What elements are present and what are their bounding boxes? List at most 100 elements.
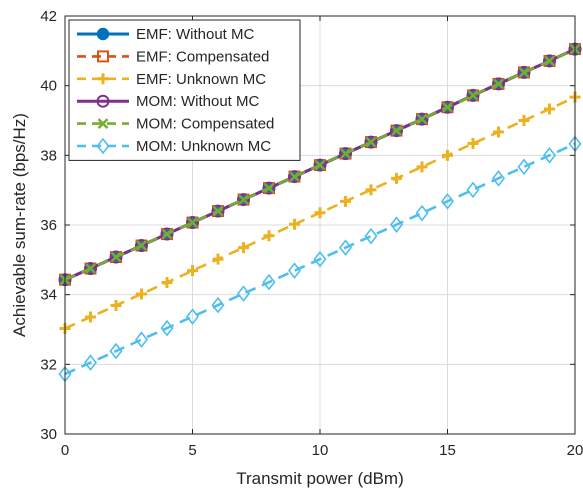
y-tick-label: 40: [40, 78, 57, 95]
data-point: [441, 100, 454, 114]
x-tick-label: 20: [567, 442, 583, 459]
data-point: [542, 147, 557, 164]
y-tick-label: 34: [40, 287, 57, 304]
data-point: [314, 207, 326, 219]
data-point: [84, 262, 97, 276]
y-tick-label: 36: [40, 217, 57, 234]
data-point: [287, 262, 302, 279]
data-point: [493, 126, 504, 138]
data-point: [289, 171, 300, 182]
data-point: [517, 158, 531, 176]
data-point: [518, 115, 530, 126]
legend-label: MOM: Compensated: [136, 116, 274, 133]
data-point: [211, 296, 225, 314]
data-point: [212, 205, 224, 217]
data-point: [442, 149, 453, 161]
data-point: [518, 67, 530, 78]
data-point: [161, 276, 173, 288]
legend-item[interactable]: MOM: Unknown MC: [77, 137, 271, 155]
data-point: [340, 195, 351, 207]
legend[interactable]: EMF: Without MC EMF: Compensated EMF: Unkn…: [68, 19, 301, 161]
data-point: [517, 65, 531, 79]
data-point: [391, 125, 402, 136]
data-point: [110, 251, 122, 263]
data-point: [467, 90, 479, 101]
legend-item[interactable]: EMF: Without MC: [77, 26, 255, 43]
data-point: [109, 342, 123, 360]
data-point: [134, 331, 149, 348]
data-point: [85, 263, 96, 274]
x-tick-label: 5: [188, 442, 196, 459]
x-tick-label: 0: [61, 442, 69, 459]
data-point: [160, 227, 174, 241]
series-line: [64, 142, 576, 376]
legend-item[interactable]: MOM: Compensated: [77, 116, 274, 133]
legend-label: MOM: Without MC: [136, 93, 260, 110]
data-point: [263, 182, 275, 194]
series-mom-compensated: [59, 43, 581, 286]
legend-label: EMF: Unknown MC: [136, 71, 266, 88]
data-point: [544, 55, 555, 67]
data-point: [544, 103, 555, 115]
data-point: [263, 230, 275, 242]
data-point: [237, 193, 250, 207]
x-tick-label: 10: [312, 442, 329, 459]
legend-item[interactable]: EMF: Unknown MC: [77, 71, 266, 88]
data-point: [365, 136, 377, 148]
data-point: [135, 239, 148, 253]
legend-item[interactable]: EMF: Compensated: [77, 48, 269, 65]
data-point: [364, 227, 378, 245]
data-point: [442, 101, 453, 113]
data-point: [338, 239, 353, 256]
data-point: [161, 228, 173, 240]
legend-marker: [97, 73, 109, 85]
legend-item[interactable]: MOM: Without MC: [77, 93, 260, 110]
y-tick-label: 38: [40, 147, 57, 164]
data-point: [467, 137, 479, 149]
legend-label: EMF: Without MC: [136, 26, 255, 43]
data-point: [262, 181, 276, 195]
data-point: [136, 288, 147, 300]
data-point: [289, 218, 300, 230]
data-point: [415, 112, 429, 126]
data-point: [314, 159, 326, 171]
data-point: [262, 273, 276, 291]
legend-label: EMF: Compensated: [136, 48, 269, 65]
data-point: [493, 78, 504, 90]
y-tick-label: 42: [40, 8, 57, 25]
legend-marker: [97, 50, 109, 63]
data-point: [109, 250, 123, 264]
data-point: [340, 148, 351, 159]
series-emf-unknown-mc: [59, 91, 581, 334]
data-point: [187, 265, 198, 277]
data-point: [211, 204, 225, 218]
data-point: [364, 135, 378, 149]
data-point: [186, 216, 199, 230]
data-point: [288, 170, 301, 184]
x-tick-label: 15: [439, 442, 456, 459]
data-point: [238, 194, 249, 205]
data-point: [185, 308, 200, 325]
data-point: [187, 217, 198, 228]
data-point: [212, 253, 224, 265]
data-point: [492, 77, 505, 91]
data-point: [543, 54, 556, 68]
series-lines: [58, 42, 582, 383]
data-point: [365, 184, 377, 196]
data-point: [339, 147, 352, 161]
data-point: [416, 113, 428, 125]
data-point: [415, 204, 429, 222]
x-axis-label: Transmit power (dBm): [236, 469, 404, 488]
series-mom-unknown-mc: [58, 135, 582, 383]
y-tick-label: 32: [40, 356, 57, 373]
data-point: [491, 170, 506, 187]
axis-ticks: 0 5 10 15 20 30 32 34 36 38 40 42: [40, 8, 583, 459]
data-point: [136, 240, 147, 251]
legend-marker: [96, 94, 110, 108]
y-axis-label: Achievable sum-rate (bps/Hz): [10, 113, 29, 337]
data-point: [85, 311, 96, 323]
data-point: [313, 250, 327, 268]
data-point: [160, 319, 174, 337]
